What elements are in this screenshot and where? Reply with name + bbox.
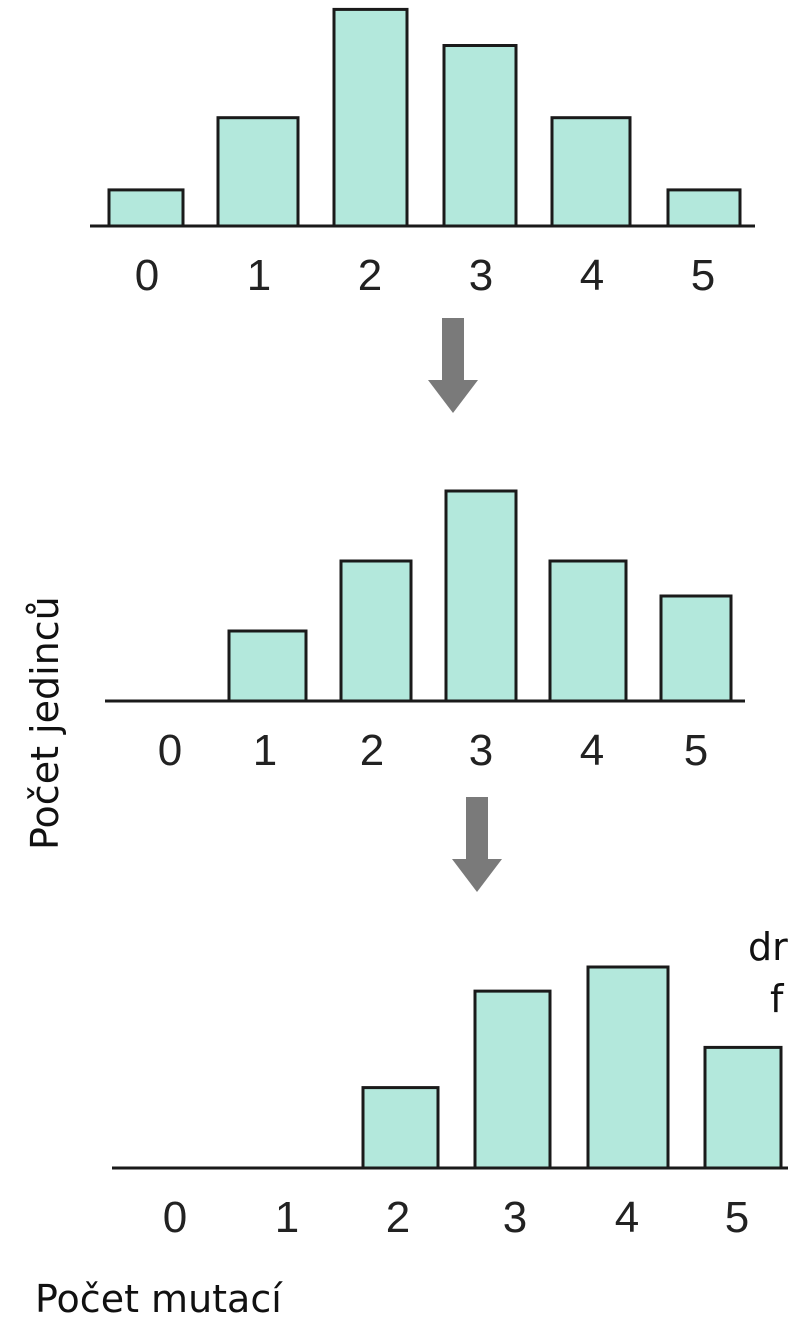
x-tick-label: 3: [469, 251, 493, 300]
bar-3: [444, 489, 518, 703]
bar-4: [586, 965, 670, 1170]
bar-2: [332, 7, 409, 228]
y-axis-label: Počet jedinců: [23, 596, 67, 850]
x-tick-label: 2: [360, 726, 384, 775]
bar-chart-bottom: 0 1 2 3 4 5: [112, 965, 788, 1242]
x-tick-label: 0: [135, 251, 159, 300]
bar-5: [666, 188, 742, 228]
side-note-line-1: dr: [748, 925, 788, 969]
x-tick-label: 5: [684, 726, 708, 775]
down-arrow-icon: [452, 797, 502, 892]
x-tick-label: 3: [503, 1193, 527, 1242]
bar-chart-middle: 0 1 2 3 4 5: [105, 489, 745, 775]
x-tick-label: 5: [691, 251, 715, 300]
bar-4: [550, 116, 632, 228]
x-tick-label: 0: [163, 1193, 187, 1242]
bar-1: [227, 629, 308, 703]
x-tick-label: 4: [615, 1193, 639, 1242]
bar-3: [473, 989, 552, 1170]
bar-4: [548, 559, 628, 703]
bar-2: [339, 559, 413, 703]
x-axis-label: Počet mutací: [35, 1277, 283, 1321]
bar-5: [659, 594, 733, 703]
bar-chart-top: 0 1 2 3 4 5: [90, 7, 755, 300]
x-tick-label: 1: [247, 251, 271, 300]
x-tick-label: 1: [275, 1193, 299, 1242]
bar-0: [107, 188, 185, 228]
bar-2: [361, 1086, 440, 1170]
bar-3: [442, 44, 518, 228]
x-tick-label: 0: [158, 726, 182, 775]
side-note-line-2: f: [770, 977, 785, 1021]
x-tick-label: 2: [358, 251, 382, 300]
x-tick-label: 5: [725, 1193, 749, 1242]
x-tick-label: 4: [580, 251, 604, 300]
bar-5: [703, 1045, 783, 1170]
bar-1: [216, 116, 300, 228]
x-tick-label: 4: [580, 726, 604, 775]
x-tick-label: 2: [386, 1193, 410, 1242]
x-tick-label: 3: [469, 726, 493, 775]
down-arrow-icon: [428, 318, 478, 413]
x-tick-label: 1: [253, 726, 277, 775]
